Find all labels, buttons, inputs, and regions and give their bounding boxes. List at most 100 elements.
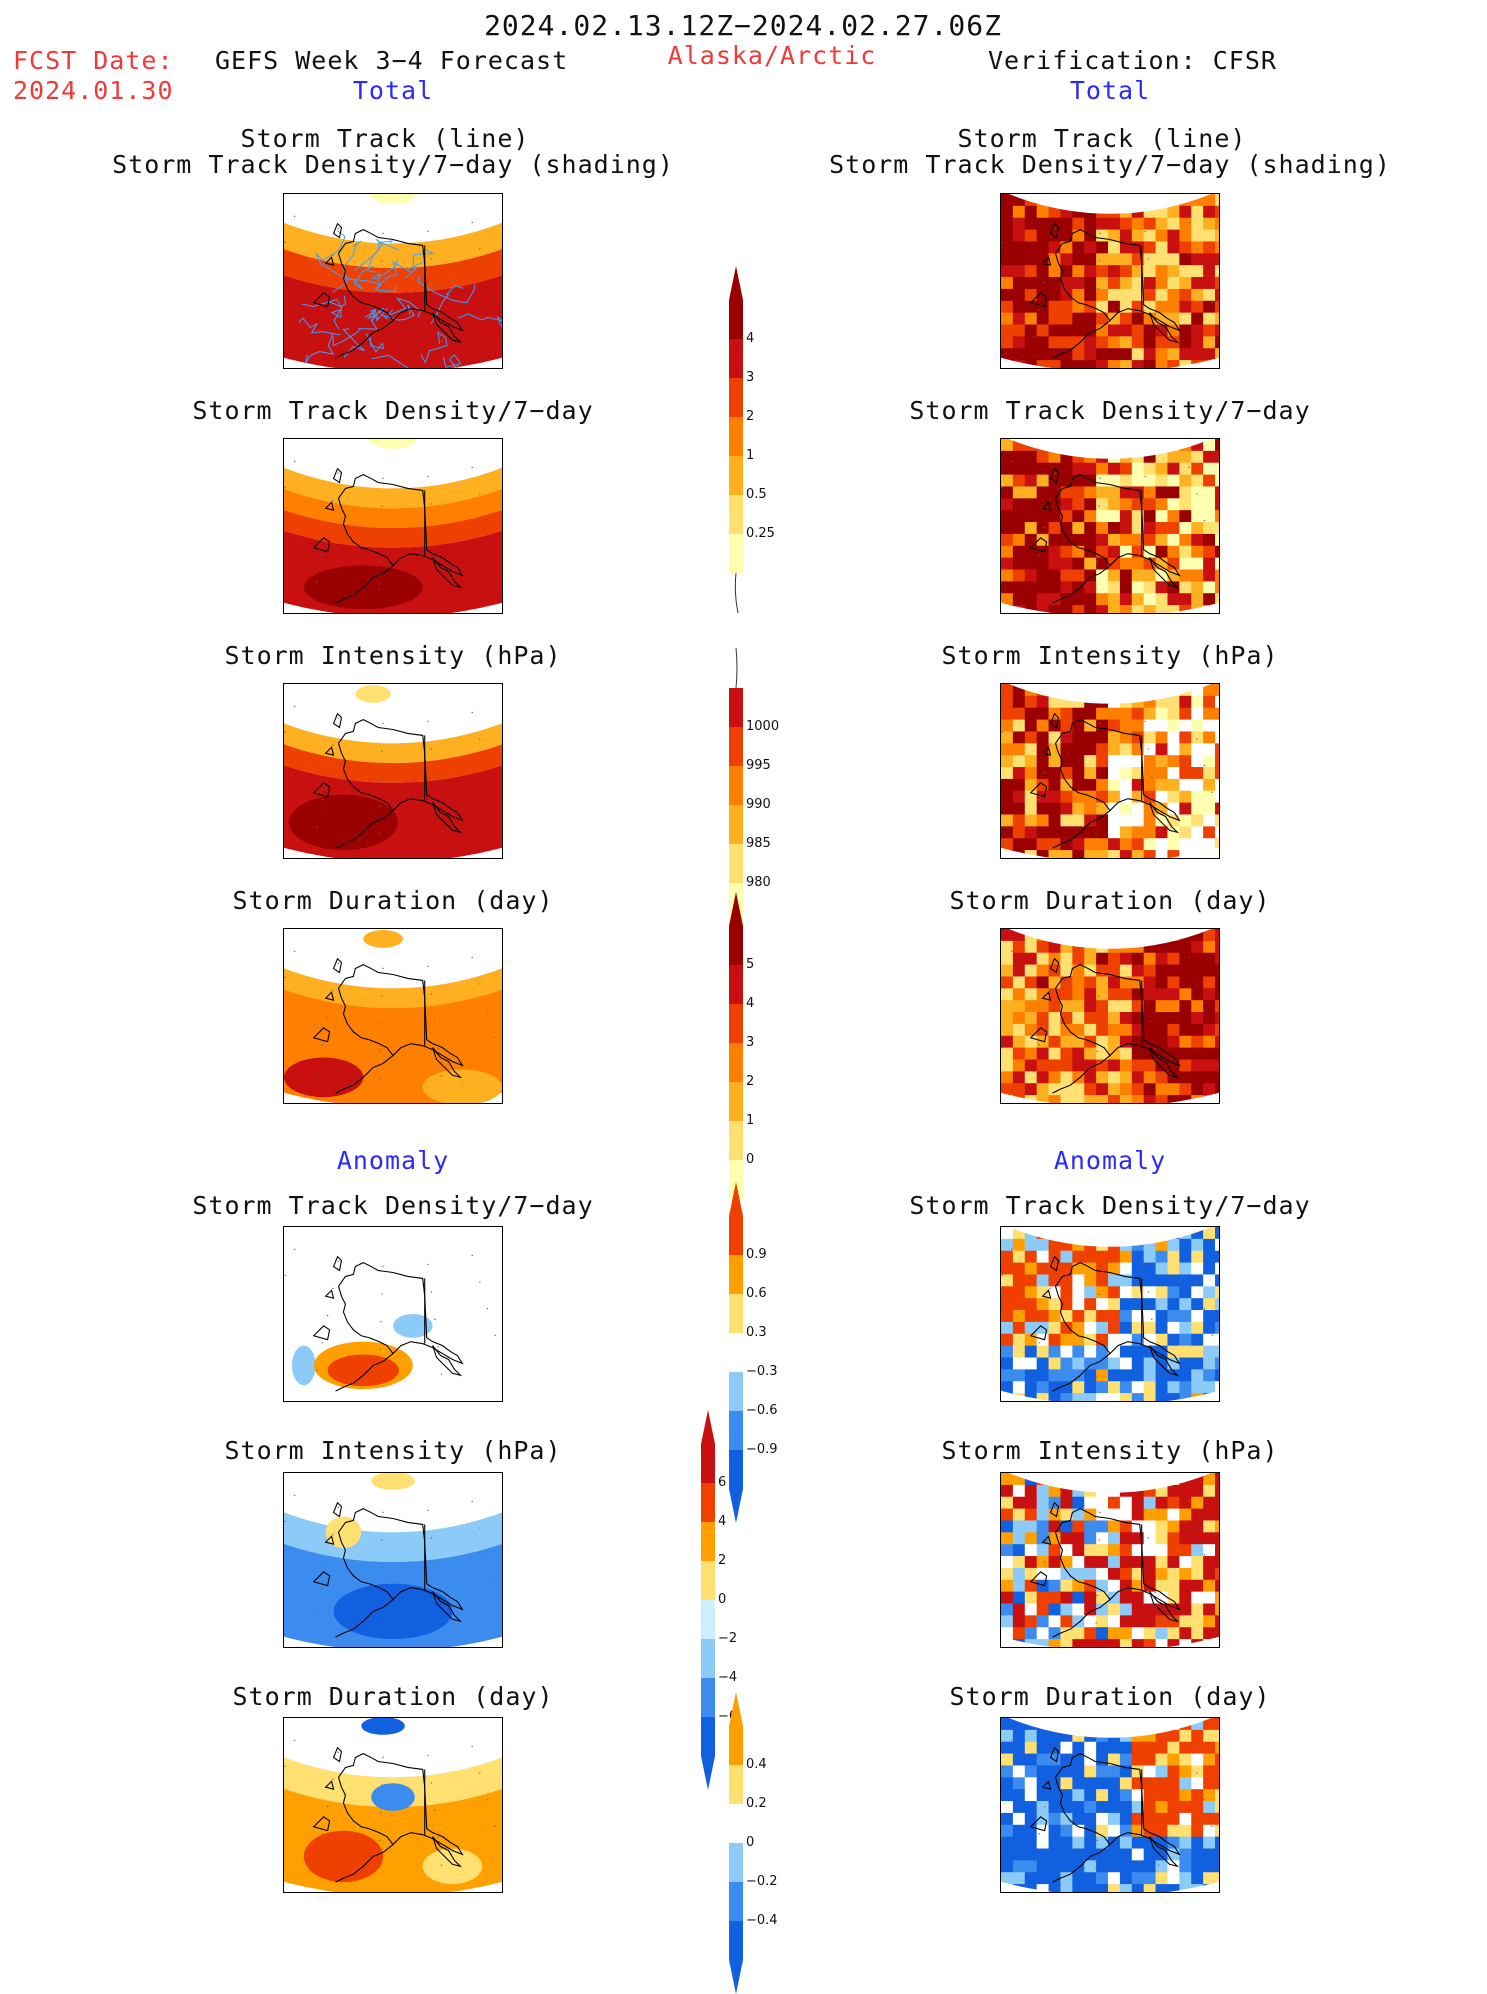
shading-cell — [1048, 1579, 1061, 1593]
graticule-dot — [321, 1588, 323, 1590]
shading-cell — [1215, 1345, 1219, 1358]
shading-cell — [1143, 336, 1157, 349]
shading-cell — [1143, 684, 1157, 697]
coastline — [1029, 712, 1181, 849]
shading-cell — [1048, 929, 1061, 942]
shading-cell — [1203, 1310, 1216, 1323]
shading-cell — [1036, 1872, 1050, 1885]
shading-cell — [1001, 324, 1014, 337]
shading-cell — [1096, 1484, 1109, 1498]
graticule-dot — [1011, 950, 1013, 952]
title-track-line-left: Storm Track (line) — [240, 124, 530, 153]
shading-cell — [1096, 486, 1109, 499]
graticule-dot — [1049, 254, 1051, 257]
shading-cell — [1203, 826, 1216, 839]
shading-cell — [1203, 1603, 1216, 1616]
graticule-dot — [1096, 1050, 1098, 1053]
shading-cell — [1108, 581, 1121, 594]
shading-cell — [1155, 1777, 1168, 1790]
colorbar-label: 2 — [746, 1074, 755, 1089]
shading-cell — [1084, 1345, 1097, 1358]
graticule-dot — [1001, 1520, 1003, 1522]
graticule-dot — [1154, 1048, 1156, 1050]
shading-cell — [1119, 205, 1133, 219]
shading-cell — [1001, 755, 1014, 768]
shading-cell — [1203, 229, 1216, 242]
graticule-dot — [379, 560, 381, 563]
shading-cell — [1096, 522, 1109, 535]
shading-cell — [1179, 1000, 1192, 1013]
graticule-dot — [1147, 503, 1150, 505]
shading-cell — [1096, 241, 1109, 254]
shading-cell — [1167, 1298, 1180, 1311]
shading-cell — [1143, 522, 1157, 535]
shading-cell — [1203, 241, 1216, 254]
shading-cell — [1084, 1627, 1097, 1640]
graticule-dot — [1147, 748, 1150, 750]
shading-cell — [1191, 253, 1204, 266]
graticule-dot — [378, 588, 380, 590]
colorbar-segment — [729, 727, 743, 766]
shading-cell — [1203, 1777, 1216, 1790]
colorbar-label: −0.6 — [746, 1403, 778, 1418]
shading-cell — [1143, 940, 1157, 954]
shading-cell — [1167, 1250, 1180, 1264]
shading-cell — [1191, 929, 1204, 942]
shading-cell — [1143, 205, 1157, 219]
shading-cell — [1001, 1012, 1014, 1025]
graticule-dot — [382, 477, 384, 480]
coastline-alaska — [1052, 1507, 1181, 1638]
shading-cell — [1167, 1729, 1180, 1743]
shading-cell — [1167, 557, 1180, 570]
shading-cell — [1001, 1860, 1014, 1873]
shading-cell — [1215, 1872, 1219, 1885]
shading-cell — [1108, 964, 1121, 977]
storm-track — [404, 248, 436, 279]
shading-cell — [1084, 1071, 1097, 1084]
coastline — [312, 222, 464, 359]
shading-cell — [1072, 1310, 1085, 1323]
shading-cell — [1048, 360, 1061, 368]
shading-cell — [1215, 1789, 1219, 1802]
shading-cell — [1001, 1603, 1014, 1616]
shading-cell — [1119, 1250, 1133, 1264]
graticule-dot — [321, 309, 323, 311]
shading-cell — [1179, 1473, 1192, 1486]
map-canvas — [1001, 684, 1219, 858]
shading-cell — [1167, 1777, 1180, 1790]
shading-cell — [1096, 1310, 1109, 1323]
shading-cell — [1191, 557, 1204, 570]
shading-cell — [1215, 439, 1219, 452]
shading-cell — [1215, 1381, 1219, 1394]
graticule-dot — [1096, 1839, 1098, 1842]
shading-cell — [1001, 265, 1014, 278]
graticule-dot — [1038, 1342, 1040, 1344]
shading-cell — [1119, 1544, 1133, 1557]
shading-cell — [1191, 1381, 1204, 1394]
shading-cell — [1119, 1047, 1133, 1060]
shading-cell — [1167, 1603, 1180, 1616]
shading-cell — [1167, 802, 1180, 815]
shading-cell — [1072, 1872, 1085, 1885]
shading-cell — [1024, 1000, 1038, 1013]
shading-cell — [1191, 1544, 1204, 1557]
colorbar-segment — [729, 456, 743, 495]
total-label-left: Total — [352, 76, 434, 105]
shading-cell — [1215, 498, 1219, 511]
graticule — [1001, 705, 1213, 835]
shading-cell — [1179, 1520, 1192, 1533]
graticule-dot — [382, 1265, 384, 1268]
shading-cell — [1131, 767, 1145, 780]
graticule-dot — [1096, 1594, 1098, 1597]
shading-cell — [1203, 1789, 1216, 1802]
shading-cell — [1024, 1381, 1038, 1394]
shading-cell — [1048, 336, 1061, 349]
graticule-dot — [332, 499, 334, 502]
shading-cell — [1203, 964, 1216, 977]
shading-cell — [1131, 581, 1145, 594]
shading-cell — [1012, 1824, 1026, 1838]
graticule-dot — [1154, 1592, 1156, 1594]
shading-cell — [1060, 288, 1073, 302]
shading-cell — [1108, 1741, 1121, 1755]
shading-cell — [1024, 277, 1038, 290]
